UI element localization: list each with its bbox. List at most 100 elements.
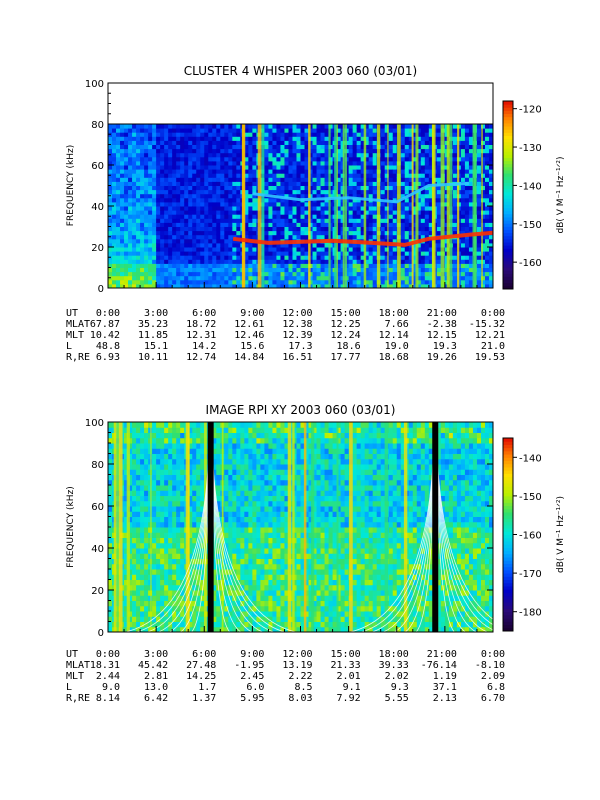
spectrogram-cell [480,222,486,227]
spectrogram-cell [128,247,133,252]
spectrogram-cell [180,283,185,289]
spectrogram-cell [452,136,458,141]
spectrogram-cell [188,479,193,486]
spectrogram-cell [188,136,193,141]
spectrogram-cell [368,140,374,145]
spectrogram-cell [352,242,358,248]
spectrogram-cell [404,230,410,236]
spectrogram-cell [380,140,386,145]
spectrogram-cell [408,222,414,227]
spectrogram-cell [136,422,141,428]
spectrogram-cell [424,263,430,268]
spectrogram-cell [372,136,378,141]
spectrogram-cell [112,160,117,166]
spectrogram-cell [368,222,374,227]
spectrogram-cell [132,160,137,166]
spectrogram-cell [320,169,326,174]
spectrogram-cell [232,132,237,137]
spectrogram-cell [360,148,366,154]
spectrogram-cell [216,185,221,191]
spectrogram-cell [172,500,177,507]
spectrogram-cell [248,283,253,289]
spectrogram-cell [324,132,330,137]
spectrogram-cell [264,132,269,137]
spectrogram-cell [352,197,358,203]
spectrogram-cell [364,218,370,223]
spectrogram-cell [356,218,362,223]
spectrogram-cell [316,251,322,256]
spectrogram-cell [292,210,297,215]
spectrogram-cell [360,226,366,232]
spectrogram-cell [488,181,494,186]
spectrogram-cell [280,160,285,166]
spectrogram-cell [112,259,117,264]
spectrogram-cell [252,124,257,129]
spectrogram-cell [124,621,129,628]
spectrogram-cell [136,165,141,170]
spectrogram-cell [460,226,466,232]
spectrogram-cell [128,537,133,544]
spectrogram-cell [136,485,141,491]
spectrogram-cell [304,263,310,268]
spectrogram-cell [156,474,161,481]
spectrogram-cell [392,255,398,260]
spectrogram-cell [168,173,173,178]
spectrogram-cell [188,210,193,215]
spectrogram-cell [392,279,398,285]
spectrogram-cell [488,197,494,203]
spectrogram-cell [192,283,197,289]
spectrogram-cell [152,128,157,133]
spectrogram-cell [392,226,398,232]
spectrogram-cell [236,263,241,268]
spectrogram-cell [312,259,318,264]
spectrogram-cell [336,160,342,166]
spectrogram-cell [436,197,442,203]
spectrogram-cell [480,189,486,195]
spectrogram-cell [232,193,237,199]
spectrogram-cell [280,234,285,240]
colorbar-swatch [503,144,513,149]
spectrogram-cell [144,218,149,223]
spectrogram-cell [148,584,153,591]
spectrogram-cell [424,197,430,203]
spectrogram-cell [184,263,189,268]
spectrogram-cell [356,173,362,178]
spectrogram-cell [204,242,209,248]
spectrogram-cell [272,214,277,219]
spectrogram-cell [220,165,225,170]
spectrogram-cell [108,542,113,549]
spectrogram-cell [328,242,334,248]
spectrogram-cell [196,128,201,133]
spectrogram-cell [148,242,153,248]
spectrogram-cell [236,152,241,158]
spectrogram-cell [164,251,169,256]
spectrogram-cell [116,210,121,215]
spectrogram-cell [372,242,378,248]
spectrogram-cell [404,124,410,129]
spectrogram-cell [352,251,358,256]
spectrogram-cell [144,255,149,260]
spectrogram-cell [144,469,149,475]
spectrogram-cell [412,136,418,141]
spectrogram-cell [272,279,277,285]
spectrogram-cell [164,485,169,491]
spectrogram-cell [388,144,394,150]
spectrogram-cell [380,259,386,264]
spectrogram-cell [300,124,306,129]
spectrogram-cell [124,495,129,502]
spectrogram-cell [280,173,285,178]
spectrogram-cell [200,156,205,162]
orbit-cell: 17.3 [288,341,312,352]
spectrogram-cell [192,206,197,211]
spectrogram-cell [160,532,165,538]
spectrogram-cell [280,206,285,211]
spectrogram-cell [196,238,201,244]
spectrogram-cell [132,458,137,465]
spectrogram-cell [408,185,414,191]
spectrogram-cell [136,283,141,289]
spectrogram-cell [308,234,314,240]
spectrogram-cell [128,558,133,565]
spectrogram-cell [132,437,137,444]
spectrogram-cell [288,144,293,150]
spectrogram-cell [128,140,133,145]
